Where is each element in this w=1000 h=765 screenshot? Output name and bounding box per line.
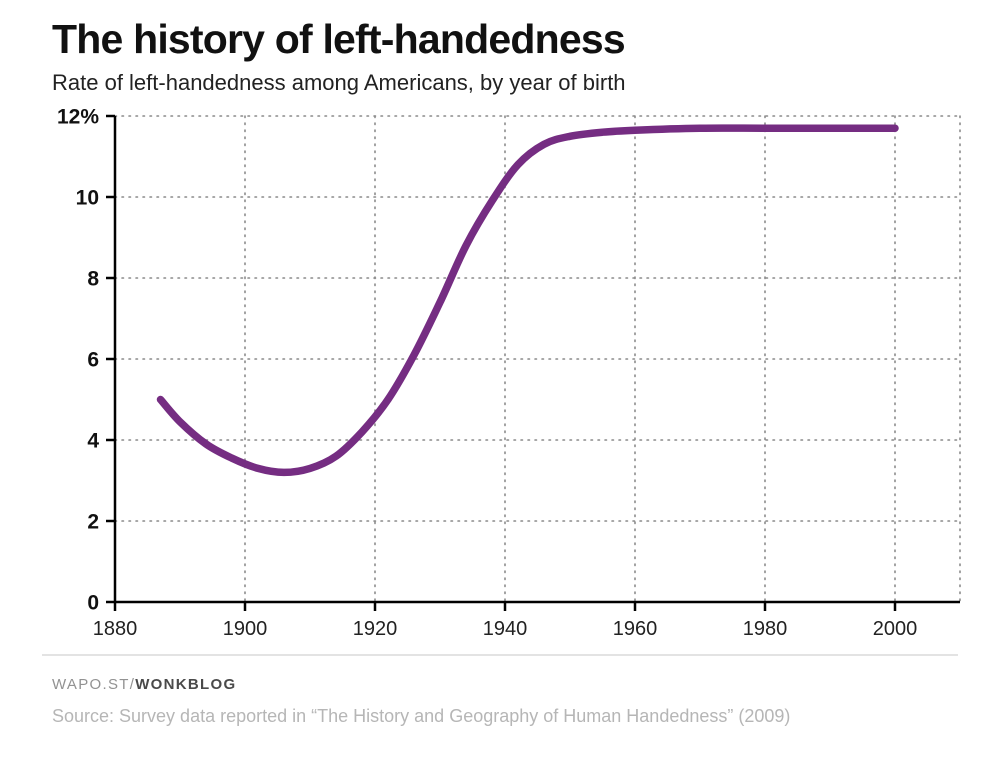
svg-text:1900: 1900 xyxy=(223,618,268,640)
trend-line xyxy=(156,124,899,477)
svg-text:2: 2 xyxy=(87,511,99,534)
page-title: The history of left-handedness xyxy=(52,16,626,62)
x-axis-labels: 1880 1900 1920 1940 1960 1980 2000 xyxy=(93,618,918,640)
axes xyxy=(106,114,960,612)
svg-text:1880: 1880 xyxy=(93,618,138,640)
y-axis-labels: 0 2 4 6 8 10 12% xyxy=(57,106,99,615)
gridlines xyxy=(114,115,961,603)
svg-text:4: 4 xyxy=(87,430,99,453)
brand-line: WAPO.ST/WONKBLOG xyxy=(0,656,1000,693)
svg-text:0: 0 xyxy=(87,592,99,615)
brand-prefix: WAPO.ST/ xyxy=(52,676,136,694)
line-chart: 0 2 4 6 8 10 12% 1880 1900 1920 1940 1960 1980 2000 xyxy=(57,106,961,640)
chart-header: The history of left-handedness Rate of l… xyxy=(0,0,1000,96)
footer-divider xyxy=(42,654,958,657)
brand-name: WONKBLOG xyxy=(135,676,237,694)
svg-text:1980: 1980 xyxy=(743,618,788,640)
chart-subtitle: Rate of left-handedness among Americans,… xyxy=(52,70,626,96)
svg-text:8: 8 xyxy=(87,268,99,291)
source-text: Source: Survey data reported in “The His… xyxy=(52,706,791,727)
svg-text:12%: 12% xyxy=(57,106,99,129)
svg-text:2000: 2000 xyxy=(873,618,918,640)
svg-text:6: 6 xyxy=(87,349,99,372)
svg-text:1960: 1960 xyxy=(613,618,658,640)
svg-text:10: 10 xyxy=(76,187,99,210)
svg-text:1920: 1920 xyxy=(353,618,398,640)
svg-text:1940: 1940 xyxy=(483,618,528,640)
